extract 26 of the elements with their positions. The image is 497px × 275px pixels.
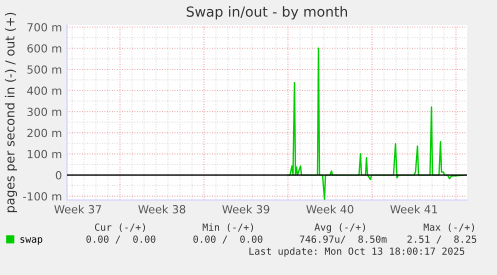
x-tick-label: Week 38: [138, 204, 186, 214]
text: 746.97u/ 8.50m: [300, 235, 387, 244]
y-tick-label: 200 m: [27, 128, 62, 138]
y-tick-label: 300 m: [27, 108, 62, 116]
chart-title: Swap in/out - by month: [186, 6, 348, 20]
y-tick-label: 600 m: [27, 44, 62, 53]
y-tick-label: 700 m: [27, 23, 62, 32]
y-axis-title: pages per second in (-) / out (+): [4, 12, 18, 212]
text: 0.00 / 0.00: [86, 235, 156, 244]
y-tick-label: 400 m: [27, 86, 62, 95]
y-tick-label: 100 m: [28, 150, 62, 158]
x-tick-label: Week 39: [222, 204, 270, 214]
text: 0.00 / 0.00: [193, 235, 262, 244]
y-tick-label: 500 m: [27, 65, 62, 74]
text: 2.51 / 8.25: [407, 235, 476, 244]
text: Min (-/+): [202, 223, 253, 232]
text: Cur (-/+): [94, 223, 145, 232]
y-tick-label: 0: [56, 171, 62, 180]
x-tick-label: Week 40: [306, 204, 354, 214]
y-tick-label: -100 m: [23, 192, 62, 201]
x-tick-label: Week 41: [390, 204, 438, 214]
text: Max (-/+): [424, 223, 474, 232]
x-tick-label: Week 37: [54, 204, 102, 214]
text: Avg (-/+): [314, 223, 365, 233]
text: Last update: Mon Oct 13 18:00:17 2025: [249, 247, 464, 257]
legend-label: swap: [20, 237, 42, 245]
